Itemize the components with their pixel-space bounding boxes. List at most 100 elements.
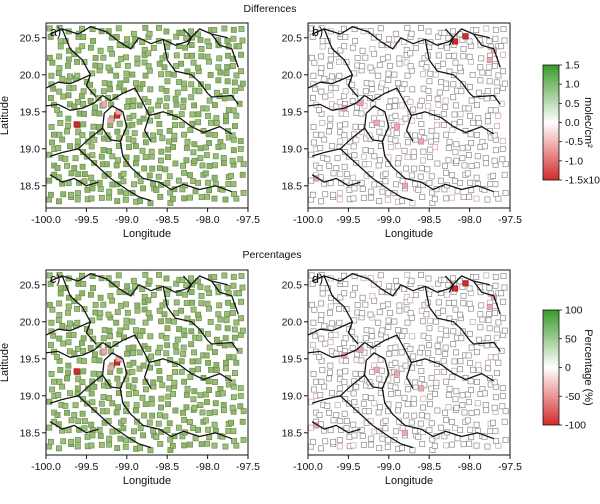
plot-frame [45, 269, 249, 456]
station-marker [499, 145, 506, 152]
state-boundary [119, 388, 233, 440]
x-tick-label: -100.0 [31, 461, 61, 473]
station-marker [217, 316, 224, 323]
section-title-differences: Differences [244, 3, 297, 15]
station-marker [114, 198, 121, 205]
station-marker [322, 340, 329, 347]
station-marker [90, 370, 97, 377]
station-marker [368, 395, 375, 402]
station-marker [376, 128, 383, 135]
highlight-marker [462, 33, 469, 40]
highlight-marker [373, 119, 380, 126]
station-marker [92, 54, 99, 61]
station-marker [417, 173, 424, 180]
station-marker [500, 51, 507, 58]
state-boundary [61, 275, 97, 345]
station-marker [376, 375, 383, 382]
station-marker [371, 428, 378, 435]
station-marker [178, 307, 185, 314]
station-marker [336, 72, 343, 79]
station-marker [393, 181, 399, 188]
station-marker [158, 395, 165, 402]
station-marker [204, 300, 211, 307]
station-marker [78, 93, 85, 100]
station-marker [175, 177, 182, 184]
station-marker [134, 55, 141, 62]
station-marker [318, 300, 325, 307]
station-marker [79, 379, 86, 386]
station-marker [215, 64, 222, 71]
station-marker [228, 419, 235, 426]
station-marker [90, 123, 97, 130]
station-marker [219, 143, 226, 150]
station-marker [318, 131, 325, 138]
station-marker [495, 359, 502, 366]
y-tick-label: 20.5 [20, 32, 41, 44]
station-marker [352, 285, 358, 291]
station-marker [359, 432, 366, 439]
station-marker [165, 393, 172, 400]
station-marker [203, 105, 210, 112]
station-marker [492, 107, 499, 114]
station-marker [387, 345, 394, 352]
station-marker [173, 299, 180, 306]
station-marker [146, 172, 153, 179]
station-marker [74, 443, 81, 450]
station-marker [205, 426, 212, 433]
station-marker [420, 395, 427, 402]
panel-b: -100.0 -99.5 -99.0 -98.5 -98.0 -97.5 18.5 19.0 1… [282, 22, 522, 240]
station-marker [444, 291, 451, 298]
x-tick-label: -98.0 [458, 461, 482, 473]
station-marker [440, 121, 447, 128]
station-marker [129, 103, 136, 110]
station-marker [493, 191, 500, 197]
station-marker [65, 122, 72, 129]
station-marker [443, 378, 450, 385]
station-marker [459, 36, 466, 43]
station-marker [162, 166, 169, 173]
station-marker [434, 122, 440, 128]
station-marker [475, 367, 482, 374]
station-marker [215, 311, 222, 318]
station-marker [368, 188, 375, 195]
station-marker [427, 70, 434, 77]
station-marker [492, 282, 499, 289]
station-marker [238, 26, 245, 32]
station-marker [106, 148, 113, 155]
station-marker [55, 145, 62, 151]
station-marker [450, 341, 457, 348]
station-marker [81, 171, 88, 178]
station-marker [126, 144, 133, 151]
station-marker [150, 428, 157, 434]
station-marker [115, 25, 122, 32]
station-marker [427, 393, 434, 400]
station-marker [123, 317, 130, 324]
station-marker [183, 144, 190, 151]
station-marker [145, 297, 152, 304]
station-marker [434, 95, 441, 102]
station-marker [130, 137, 137, 144]
x-tick-label: -98.5 [155, 214, 179, 226]
station-marker [117, 80, 124, 87]
station-marker [340, 93, 347, 100]
station-marker [156, 24, 162, 31]
station-marker [354, 54, 361, 61]
station-marker [438, 79, 445, 86]
station-marker [492, 394, 499, 401]
station-marker [445, 391, 452, 398]
station-marker [91, 383, 98, 390]
station-marker [378, 367, 385, 374]
station-marker [88, 174, 95, 181]
station-marker [106, 80, 113, 87]
station-marker [310, 123, 317, 130]
x-tick-label: -99.5 [74, 214, 98, 226]
station-marker [360, 153, 367, 160]
station-marker [353, 136, 360, 143]
station-marker [150, 379, 157, 386]
station-marker [195, 179, 201, 186]
station-marker [336, 443, 343, 450]
station-marker [379, 188, 386, 195]
station-marker [491, 310, 498, 316]
station-marker [468, 140, 475, 146]
station-marker [198, 53, 205, 60]
